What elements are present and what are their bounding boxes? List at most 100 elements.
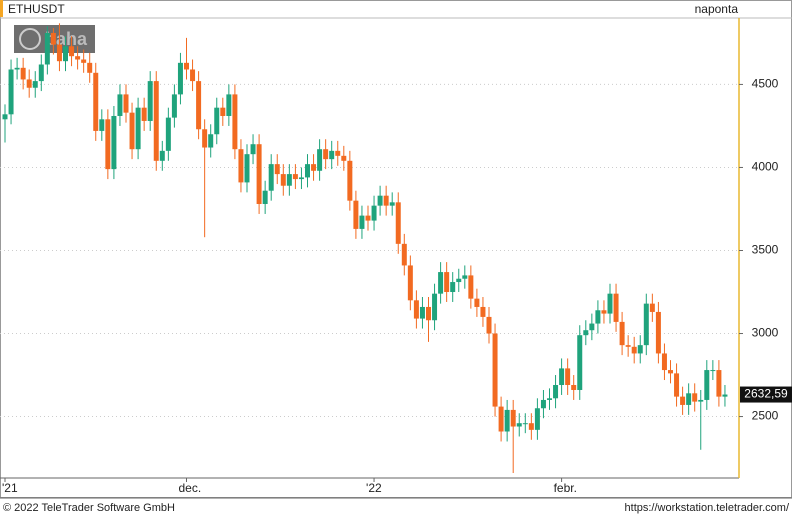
candle-body [722, 394, 728, 397]
candle-body [450, 282, 456, 293]
candle-body [492, 333, 498, 407]
candle-body [534, 408, 540, 430]
y-tick-label: 4000 [752, 160, 779, 174]
candle-body [87, 62, 93, 73]
candle-body [528, 423, 534, 430]
candle-body [553, 385, 559, 399]
candle-body [649, 303, 655, 312]
x-tick-label: '22 [366, 481, 382, 495]
candle-body [347, 160, 353, 201]
candle-body [371, 205, 377, 221]
y-tick-label: 4500 [752, 77, 779, 91]
candle-body [595, 310, 601, 324]
candle-body [69, 46, 75, 57]
candle-body [298, 177, 304, 180]
chart-title: ETHUSDT [8, 2, 65, 16]
candle-body [522, 423, 528, 425]
candle-body [577, 335, 583, 390]
candle-body [244, 154, 250, 183]
candle-body [32, 81, 38, 88]
candle-body [559, 368, 565, 386]
candle-body [401, 243, 407, 266]
candle-body [250, 144, 256, 155]
candle-body [44, 32, 50, 65]
candle-body [214, 107, 220, 135]
y-tick-label: 3500 [752, 243, 779, 257]
candle-body [547, 398, 552, 400]
candle-body [353, 200, 359, 229]
candle-body [311, 164, 317, 171]
candle-body [177, 62, 183, 95]
candle-body [716, 370, 722, 397]
candle-body [510, 409, 516, 427]
candle-body [184, 62, 189, 70]
x-tick-label: dec. [179, 481, 202, 495]
candle-body [462, 275, 468, 279]
candle-body [123, 94, 129, 113]
candle-body [190, 69, 196, 82]
candle-body [2, 114, 8, 120]
candle-body [625, 345, 631, 347]
candle-body [81, 59, 87, 63]
candle-body [329, 150, 335, 160]
candle-body [20, 67, 26, 80]
candle-body [8, 69, 14, 115]
candle-body [565, 368, 571, 386]
candle-body [238, 149, 244, 183]
candle-body [655, 311, 661, 354]
candle-body [292, 174, 298, 180]
candle-body [305, 164, 310, 178]
candle-body [14, 67, 20, 70]
candle-body [571, 385, 577, 390]
chart-subtitle: naponta [695, 2, 739, 16]
candle-body [280, 174, 286, 186]
candle-body [226, 94, 232, 116]
source-url: https://workstation.teletrader.com/ [625, 502, 790, 514]
candle-body [220, 107, 226, 116]
y-tick-label: 2500 [752, 409, 779, 423]
candle-body [99, 119, 105, 131]
candle-body [474, 298, 480, 307]
candle-body [637, 345, 643, 354]
candle-body [26, 79, 32, 88]
last-price-label: 2632,59 [744, 387, 788, 401]
candle-body [631, 346, 637, 354]
candle-body [444, 272, 450, 293]
candle-body [268, 164, 274, 191]
candle-body [50, 32, 56, 45]
candle-body [232, 94, 238, 150]
candle-body [202, 129, 208, 148]
candle-body [323, 149, 329, 160]
candle-body [486, 316, 492, 334]
candle-body [540, 399, 546, 409]
candle-body [413, 300, 419, 319]
candle-body [589, 323, 595, 331]
candle-body [613, 293, 619, 322]
candle-body [432, 293, 438, 321]
frame [0, 0, 792, 498]
candle-body [286, 174, 292, 186]
candle-body [274, 164, 280, 175]
candle-body [456, 278, 462, 283]
candle-body [674, 373, 680, 397]
candle-body [38, 64, 44, 82]
candle-body [147, 81, 153, 121]
candle-body [377, 195, 383, 206]
candle-body [105, 119, 111, 170]
candle-body [480, 306, 486, 317]
candle-body [317, 149, 323, 171]
candle-body [601, 310, 607, 314]
candle-body [692, 393, 698, 402]
candle-body [141, 107, 147, 121]
candle-body [262, 190, 268, 204]
candle-body [643, 303, 649, 346]
candle-body [661, 353, 667, 371]
candle-body [75, 56, 81, 60]
candle-body [171, 94, 177, 118]
candle-body [341, 155, 347, 161]
candle-body [583, 330, 589, 336]
candle-body [619, 321, 625, 346]
candle-body [686, 393, 692, 405]
candle-body [607, 293, 613, 314]
